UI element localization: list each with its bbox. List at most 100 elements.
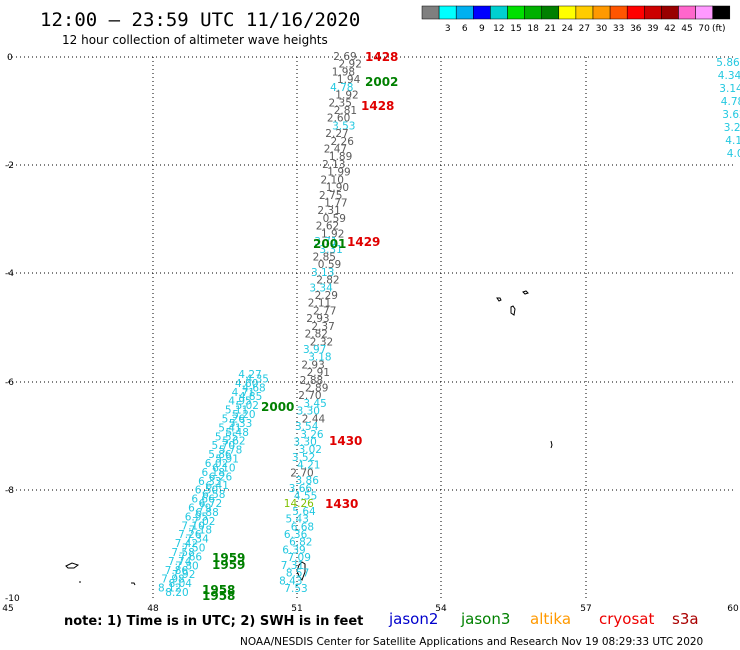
- altimeter-track-east: 2.692.921.981.944.781.922.352.812.603.53…: [279, 51, 362, 595]
- legend-label: 36: [630, 24, 642, 34]
- wave-height-value: 5.02: [236, 400, 259, 412]
- wave-height-value: 5.70: [212, 440, 235, 452]
- legend-unit: (ft): [712, 24, 726, 34]
- wave-height-value: 3.02: [299, 444, 322, 456]
- wave-height-value: 3.34: [309, 282, 333, 294]
- wave-height-value: 4.68: [242, 382, 265, 394]
- legend-swatch: [712, 5, 731, 20]
- pass-time-label: 2000: [261, 400, 294, 414]
- wave-height-value: 2.11: [308, 298, 331, 310]
- legend-swatch: [626, 5, 645, 20]
- wave-height-value: 2.85: [313, 252, 336, 264]
- wave-height-value: 8.57: [286, 568, 309, 580]
- pass-time-label: 1429: [347, 235, 380, 249]
- legend-label: 21: [545, 24, 556, 34]
- wave-height-value: 3.52: [292, 452, 315, 464]
- legend-label: 18: [527, 24, 539, 34]
- wave-height-value: 2.29: [315, 290, 338, 302]
- legend-swatch: [575, 5, 594, 20]
- legend-swatch: [609, 5, 628, 20]
- wave-height-value: 7.80: [175, 560, 198, 572]
- longitude-tick: 57: [580, 604, 591, 614]
- legend-label: 39: [647, 24, 659, 34]
- wave-height-value: 7.74: [168, 556, 192, 568]
- legend-label: 27: [579, 24, 590, 34]
- legend-label: 70: [698, 24, 710, 34]
- comoros-islands: [65, 561, 306, 586]
- legend-swatch: [695, 5, 713, 20]
- wave-height-value: 0.59: [318, 259, 341, 271]
- wave-height-value: 5.41: [218, 422, 241, 434]
- wave-height-value: 2.89: [305, 383, 328, 395]
- wave-height-value: 3.26: [300, 429, 324, 441]
- latitude-ticks: 0 -2 -4 -6 -8 -10: [5, 53, 20, 604]
- wave-height-value: 14.26: [284, 498, 314, 510]
- wave-height-value: 7.02: [192, 516, 215, 528]
- wave-height-value: 5.64: [292, 506, 316, 518]
- wave-height-value: 3.28: [724, 122, 740, 134]
- wave-height-value: 4.27: [238, 369, 261, 381]
- wave-height-value: 6.58: [202, 489, 225, 501]
- longitude-tick: 54: [435, 604, 447, 614]
- legend-swatch: [507, 5, 525, 20]
- legend-swatch: [524, 5, 542, 20]
- pass-time-label: 1428: [365, 50, 398, 64]
- wave-height-value: 7.58: [171, 547, 194, 559]
- wave-height-value: 5.43: [286, 514, 309, 526]
- wave-height-value: 2.77: [313, 305, 336, 317]
- wave-height-value: 6.72: [199, 498, 222, 510]
- wave-height-value: 8.20: [165, 587, 188, 599]
- wave-height-value: 4.60: [235, 378, 258, 390]
- wave-height-value: 5.20: [232, 409, 255, 421]
- wave-height-value: 2.13: [322, 159, 345, 171]
- wave-height-value: 5.33: [229, 418, 252, 430]
- satellite-label-jason2: jason2: [388, 610, 438, 628]
- wave-height-value: 6.41: [206, 480, 229, 492]
- legend-label: 15: [510, 24, 521, 34]
- wave-height-value: 6.26: [209, 471, 233, 483]
- altimeter-track-west: 4.274.354.604.684.714.854.955.025.115.20…: [158, 369, 269, 599]
- wave-height-value: 1.98: [332, 66, 355, 78]
- wave-height-value: 2.88: [300, 375, 323, 387]
- wave-height-value: 4.71: [232, 387, 255, 399]
- longitude-tick: 48: [147, 604, 159, 614]
- page-title: 12:00 – 23:59 UTC 11/16/2020: [40, 9, 360, 31]
- legend-label: 9: [479, 24, 485, 34]
- pass-time-label: 1430: [325, 497, 358, 511]
- latitude-tick: -8: [5, 486, 14, 496]
- wave-height-value: 4.78: [330, 82, 353, 94]
- wave-height-value: 7.18: [189, 525, 212, 537]
- wave-height-value: 4.10: [725, 135, 740, 147]
- legend-label: 3: [445, 24, 451, 34]
- latitude-tick: 0: [7, 53, 13, 63]
- wave-height-value: 1.89: [329, 151, 352, 163]
- wave-height-value: 2.82: [316, 275, 339, 287]
- wave-height-value: 2.44: [302, 413, 326, 425]
- wave-height-value: 2.10: [321, 174, 344, 186]
- wave-height-value: 2.35: [329, 97, 352, 109]
- color-legend: 3 6 9 12 15 18 21 24 27 30 33 36 39 42 45 70: [421, 5, 731, 34]
- wave-height-value: 5.86: [208, 449, 232, 461]
- wave-height-value: 7.10: [181, 520, 204, 532]
- wave-height-value: 7.31: [281, 560, 304, 572]
- wave-height-value: 3.71: [314, 236, 337, 248]
- wave-height-value: 6.79: [188, 503, 211, 515]
- wave-height-value: 1.90: [326, 182, 349, 194]
- wave-height-value: 1.77: [324, 198, 347, 210]
- legend-swatch: [438, 5, 457, 20]
- wave-height-value: 2.62: [316, 221, 339, 233]
- wave-height-value: 5.91: [216, 454, 239, 466]
- longitude-tick: 51: [291, 604, 302, 614]
- wave-height-value: 7.50: [182, 543, 205, 555]
- satellite-label-altika: altika: [530, 610, 571, 628]
- wave-height-value: 3.13: [311, 267, 334, 279]
- map-grid: [8, 56, 735, 598]
- wave-height-value: 2.27: [325, 128, 348, 140]
- wave-height-value: 2.91: [307, 367, 330, 379]
- wave-height-value: 6.88: [195, 507, 218, 519]
- wave-height-value: 7.09: [288, 552, 311, 564]
- wave-height-value: 7.34: [185, 534, 209, 546]
- wave-height-value: 1.99: [327, 167, 350, 179]
- wave-height-value: 1.92: [321, 228, 344, 240]
